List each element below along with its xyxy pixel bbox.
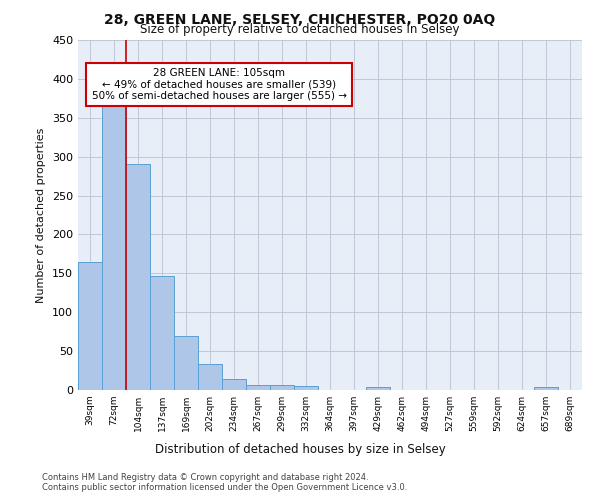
- Text: Contains HM Land Registry data © Crown copyright and database right 2024.: Contains HM Land Registry data © Crown c…: [42, 472, 368, 482]
- Bar: [294, 386, 318, 390]
- Bar: [198, 364, 222, 390]
- Bar: [102, 98, 126, 390]
- Bar: [174, 336, 198, 390]
- Text: Contains public sector information licensed under the Open Government Licence v3: Contains public sector information licen…: [42, 482, 407, 492]
- Text: 28 GREEN LANE: 105sqm
← 49% of detached houses are smaller (539)
50% of semi-det: 28 GREEN LANE: 105sqm ← 49% of detached …: [92, 68, 347, 101]
- Bar: [366, 387, 390, 390]
- Y-axis label: Number of detached properties: Number of detached properties: [37, 128, 46, 302]
- Bar: [150, 276, 174, 390]
- Bar: [126, 164, 150, 390]
- Bar: [246, 384, 270, 390]
- Text: Distribution of detached houses by size in Selsey: Distribution of detached houses by size …: [155, 442, 445, 456]
- Bar: [222, 379, 246, 390]
- Text: Size of property relative to detached houses in Selsey: Size of property relative to detached ho…: [140, 22, 460, 36]
- Bar: [78, 262, 102, 390]
- Bar: [534, 387, 558, 390]
- Bar: [270, 386, 294, 390]
- Text: 28, GREEN LANE, SELSEY, CHICHESTER, PO20 0AQ: 28, GREEN LANE, SELSEY, CHICHESTER, PO20…: [104, 12, 496, 26]
